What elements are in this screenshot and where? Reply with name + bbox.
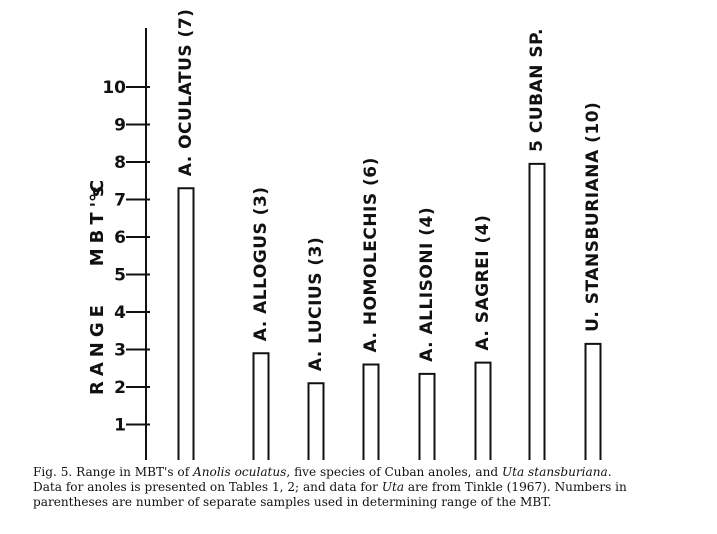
bar-label: A. OCULATUS (7) xyxy=(176,9,196,177)
bar-label: A. HOMOLECHIS (6) xyxy=(361,157,381,352)
bar-label: A. LUCIUS (3) xyxy=(306,237,326,372)
y-tick-label: 9 xyxy=(114,116,126,136)
bar xyxy=(252,352,270,460)
bar-label: U. STANSBURIANA (10) xyxy=(583,102,603,332)
y-tick-label: 7 xyxy=(114,191,126,211)
bar xyxy=(474,361,492,460)
y-tick-label: 5 xyxy=(114,266,126,286)
bar xyxy=(362,363,380,460)
bar-label: A. SAGREI (4) xyxy=(473,215,493,351)
y-tick-label: 3 xyxy=(114,341,126,361)
y-tick-label: 10 xyxy=(102,78,126,98)
y-tick-label: 6 xyxy=(114,228,126,248)
chart-axes: 1 2 3 4 5 6 7 8 9 10 xyxy=(102,28,150,460)
bar xyxy=(418,372,436,460)
bar xyxy=(307,382,325,460)
y-tick-label: 2 xyxy=(114,378,126,398)
bar-label: A. ALLOGUS (3) xyxy=(251,186,271,341)
bar-label: A. ALLISONI (4) xyxy=(417,207,437,362)
figure-caption: Fig. 5. Range in MBT's of Anolis oculatu… xyxy=(33,465,627,509)
bar xyxy=(584,342,602,460)
bar-label: 5 CUBAN SP. xyxy=(527,28,547,152)
bar xyxy=(528,162,546,460)
chart-bar-labels: A. OCULATUS (7) A. ALLOGUS (3) A. LUCIUS (… xyxy=(176,9,603,372)
y-axis-label: RANGE MBT's xyxy=(87,181,108,395)
y-tick-label: 8 xyxy=(114,153,126,173)
y-tick-label: 1 xyxy=(114,416,126,436)
chart-bars xyxy=(177,162,602,460)
y-tick-label: 4 xyxy=(114,303,126,323)
bar-chart: 1 2 3 4 5 6 7 8 9 10 A. OCULATUS (7) A. ALLOGUS (3… xyxy=(87,9,603,460)
bar xyxy=(177,187,195,460)
y-axis-unit: °C xyxy=(87,180,108,202)
